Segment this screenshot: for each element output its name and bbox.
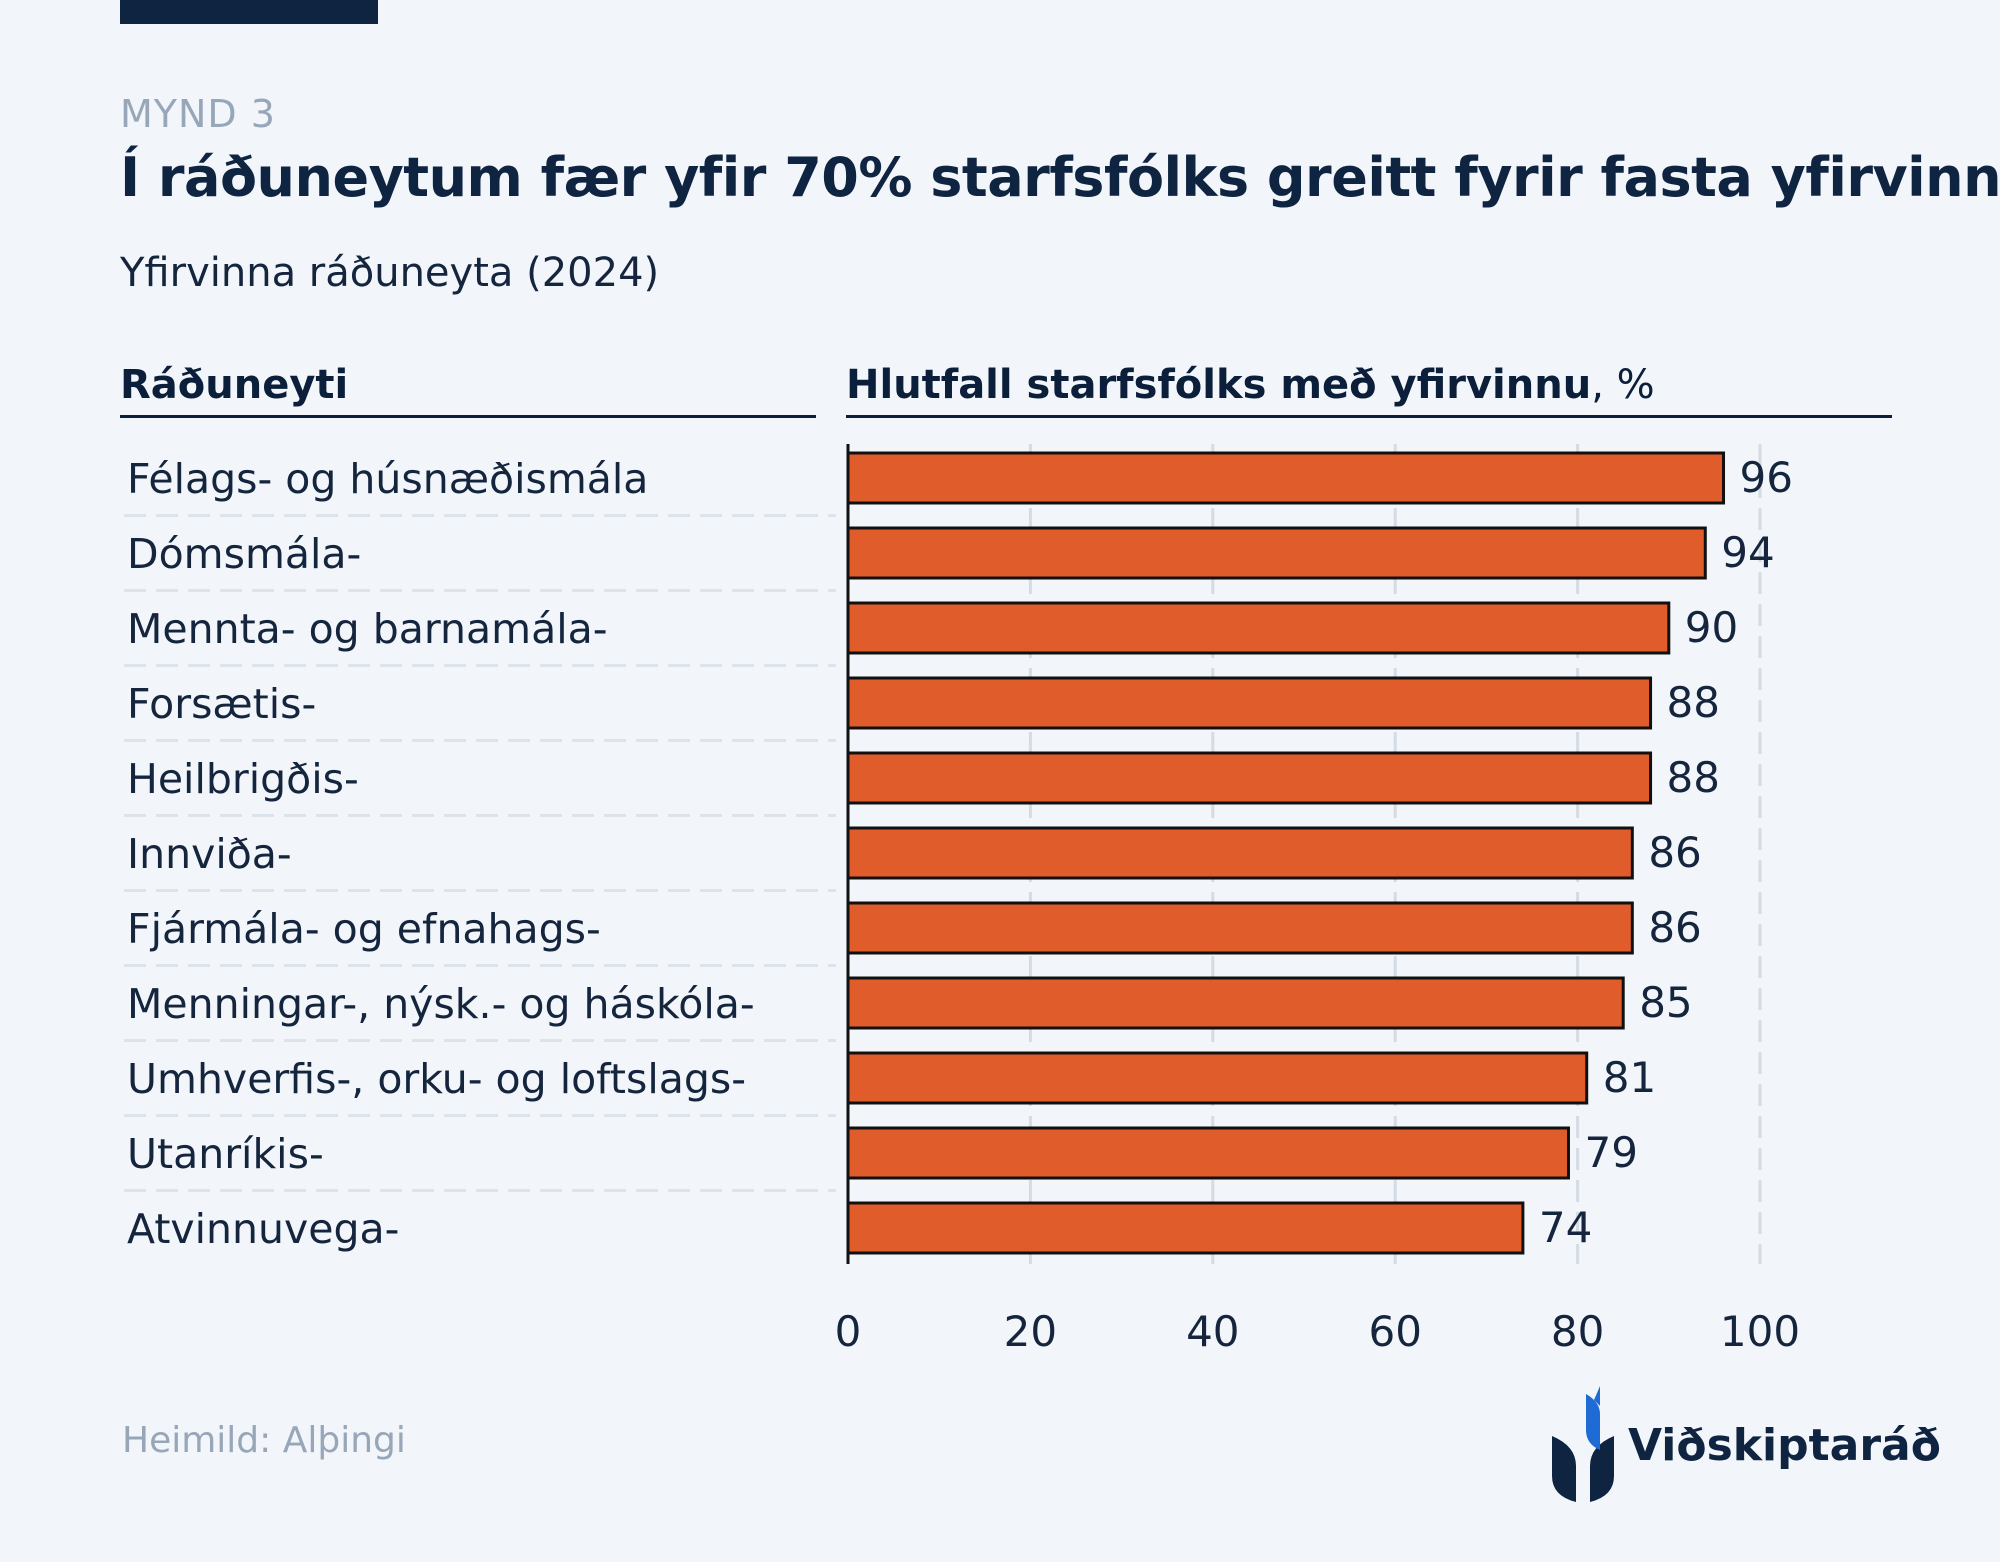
category-label: Utanríkis- [127,1130,324,1178]
bar-value-label: 88 [1667,678,1720,727]
bar [846,1051,1589,1105]
category-label: Innviða- [127,830,292,878]
category-label: Fjármála- og efnahags- [127,905,601,953]
bar-value-label: 86 [1648,828,1701,877]
value-header-rule [846,415,1892,418]
source-note: Heimild: Alþingi [122,1420,406,1461]
x-tick-label: 100 [1720,1307,1800,1356]
category-label: Félags- og húsnæðismála [127,455,648,503]
chart-subtitle: Yfirvinna ráðuneyta (2024) [120,250,660,296]
category-label: Mennta- og barnamála- [127,605,608,653]
x-tick-label: 80 [1551,1307,1604,1356]
brand-name: Viðskiptaráð [1628,1420,1941,1471]
category-label: Dómsmála- [127,530,361,578]
bar-value-label: 94 [1721,528,1774,577]
x-tick-label: 20 [1004,1307,1057,1356]
value-column-header-unit: , % [1591,362,1655,408]
bar-value-label: 88 [1667,753,1720,802]
bar [846,676,1653,730]
figure-label: MYND 3 [120,92,276,136]
brand-logo-icon [1552,1386,1614,1502]
chart-title: Í ráðuneytum fær yfir 70% starfsfólks gr… [120,146,2000,209]
bar [846,601,1671,655]
bar [846,751,1653,805]
x-tick-label: 60 [1368,1307,1421,1356]
value-column-header-label: Hlutfall starfsfólks með yfirvinnu [846,362,1592,408]
category-label: Heilbrigðis- [127,755,359,803]
bar [846,976,1625,1030]
bar-value-label: 74 [1539,1203,1592,1252]
category-label: Forsætis- [127,680,316,728]
bar [846,451,1726,505]
bar-value-label: 96 [1740,453,1793,502]
category-header-rule [120,415,816,418]
bar-value-label: 81 [1603,1053,1656,1102]
category-column-header: Ráðuneyti [120,362,349,408]
value-column-header: Hlutfall starfsfólks með yfirvinnu, % [846,362,1655,408]
bar [846,526,1707,580]
bar-value-label: 85 [1639,978,1692,1027]
category-label: Menningar-, nýsk.- og háskóla- [127,980,755,1028]
bar-value-label: 90 [1685,603,1738,652]
bar [846,826,1634,880]
bar [846,1126,1570,1180]
bar [846,901,1634,955]
x-tick-label: 0 [835,1307,862,1356]
category-label: Atvinnuvega- [127,1205,399,1253]
bar-value-label: 86 [1648,903,1701,952]
bar-value-label: 79 [1584,1128,1637,1177]
bar [846,1201,1525,1255]
category-label: Umhverfis-, orku- og loftslags- [127,1055,746,1103]
top-accent-bar [120,0,378,24]
x-tick-label: 40 [1186,1307,1239,1356]
